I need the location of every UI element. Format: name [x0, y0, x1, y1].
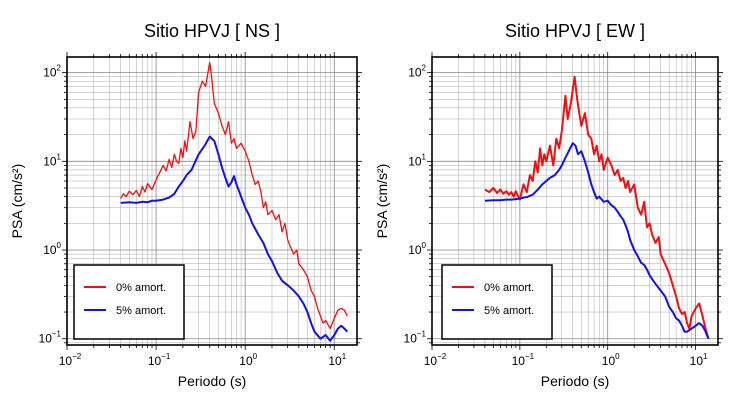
plot-frame [66, 56, 358, 346]
y-axis-label: PSA (cm/s²) [374, 164, 390, 239]
legend-box [73, 264, 185, 340]
y-tick-label: 100 [43, 241, 61, 257]
series-group [484, 75, 710, 340]
x-tick-label: 100 [602, 352, 620, 368]
x-tick-label: 10−1 [512, 352, 535, 368]
y-tick-label: 10−1 [404, 330, 427, 346]
x-tick-label: 10−2 [59, 352, 82, 368]
legend-entry: 5% amort. [116, 305, 166, 317]
series-line-0 [484, 75, 710, 339]
y-tick-label: 101 [408, 152, 426, 168]
legend-entry: 0% amort. [116, 282, 166, 294]
x-axis-label: Periodo (s) [541, 373, 609, 389]
chart-panel-1: 10−2 10−1 100 101 10−1 100 101 102 Sitio HPVJ [ … [374, 21, 723, 389]
chart-title: Sitio HPVJ [ EW ] [505, 21, 645, 41]
x-tick-label: 10−2 [424, 352, 447, 368]
y-tick-label: 101 [43, 152, 61, 168]
series-line-1 [484, 142, 710, 340]
legend-box [441, 264, 553, 340]
x-axis-label: Periodo (s) [178, 373, 246, 389]
y-axis-label: PSA (cm/s²) [9, 164, 25, 239]
y-tick-label: 100 [408, 241, 426, 257]
y-tick-label: 102 [43, 64, 61, 80]
chart-panel-0: 10−2 10−1 100 101 10−1 100 101 102 Sitio HPVJ [ … [9, 21, 362, 389]
y-tick-label: 102 [408, 64, 426, 80]
series-group [120, 61, 349, 342]
x-tick-label: 100 [239, 352, 257, 368]
x-tick-label: 10−1 [148, 352, 171, 368]
y-tick-label: 10−1 [39, 330, 62, 346]
legend: 0% amort. 5% amort. [441, 264, 553, 340]
chart-title: Sitio HPVJ [ NS ] [144, 21, 280, 41]
series-line-0 [120, 61, 348, 330]
x-tick-label: 101 [328, 352, 346, 368]
x-tick-label: 101 [690, 352, 708, 368]
legend-entry: 5% amort. [484, 305, 534, 317]
legend: 0% amort. 5% amort. [73, 264, 185, 340]
legend-entry: 0% amort. [484, 282, 534, 294]
plot-frame [431, 56, 719, 346]
series-line-1 [120, 135, 349, 342]
